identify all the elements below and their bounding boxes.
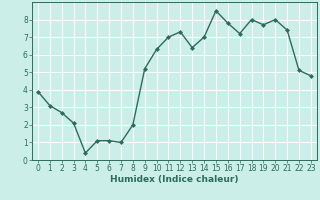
X-axis label: Humidex (Indice chaleur): Humidex (Indice chaleur) xyxy=(110,175,239,184)
